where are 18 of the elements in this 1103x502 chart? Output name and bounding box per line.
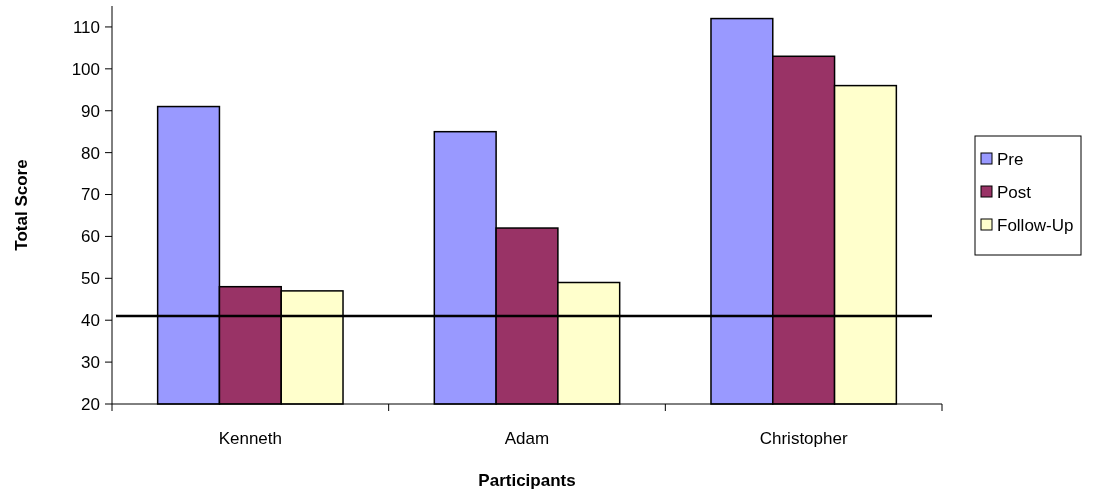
y-tick-label: 50 [81,269,100,289]
y-tick-label: 30 [81,353,100,373]
legend-label: Pre [997,149,1024,169]
y-tick-label: 110 [72,17,100,37]
legend-label: Post [997,182,1032,202]
y-tick-label: 60 [81,227,100,247]
x-tick-label: Kenneth [218,429,283,448]
x-tick-label: Christopher [759,429,848,448]
x-tick-label: Adam [504,429,550,448]
y-tick-label: 80 [81,143,100,163]
y-axis-title: Total Score [12,159,31,251]
y-tick-label: 20 [81,394,100,414]
y-tick-label: 100 [71,59,100,79]
y-tick-label: 70 [81,185,100,205]
y-tick-label: 90 [81,101,100,121]
legend-label: Follow-Up [997,215,1074,235]
x-axis-title: Participants [478,471,576,490]
y-tick-label: 40 [81,311,100,331]
